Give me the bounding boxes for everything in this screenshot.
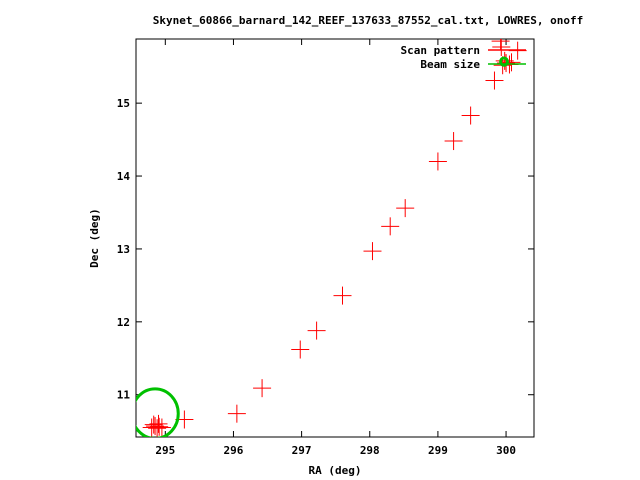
scan-point bbox=[152, 418, 171, 437]
x-tick-label: 295 bbox=[155, 444, 175, 457]
scan-point bbox=[444, 132, 463, 151]
chart-title: Skynet_60866_barnard_142_REEF_137633_875… bbox=[153, 14, 583, 27]
scan-point bbox=[150, 417, 169, 436]
scan-point bbox=[363, 242, 382, 261]
beam-circle bbox=[136, 387, 180, 437]
scan-point bbox=[144, 415, 163, 434]
y-tick-label: 13 bbox=[117, 243, 130, 256]
legend-label: Beam size bbox=[420, 58, 480, 71]
x-tick-label: 299 bbox=[428, 444, 448, 457]
x-axis-label: RA (deg) bbox=[309, 464, 362, 477]
scan-point bbox=[396, 199, 415, 218]
x-tick-label: 300 bbox=[496, 444, 516, 457]
scan-point bbox=[381, 217, 400, 236]
y-axis-label: Dec (deg) bbox=[88, 208, 101, 268]
scan-point bbox=[149, 414, 168, 433]
beam-circle bbox=[499, 56, 509, 67]
scan-point bbox=[148, 419, 167, 437]
y-tick-label: 15 bbox=[117, 97, 130, 110]
scan-point bbox=[146, 417, 165, 436]
scan-point bbox=[428, 152, 447, 171]
legend-label: Scan pattern bbox=[401, 44, 480, 57]
scan-point bbox=[227, 404, 246, 423]
plot-frame bbox=[135, 38, 535, 438]
scan-point bbox=[502, 53, 521, 72]
x-tick-label: 298 bbox=[360, 444, 380, 457]
y-tick-label: 14 bbox=[117, 170, 131, 183]
scan-point bbox=[307, 321, 326, 340]
y-tick-label: 12 bbox=[117, 316, 130, 329]
scan-point bbox=[253, 379, 272, 398]
scan-point bbox=[485, 71, 504, 90]
x-tick-label: 296 bbox=[224, 444, 244, 457]
scan-point bbox=[461, 106, 480, 125]
x-tick-label: 297 bbox=[292, 444, 312, 457]
scan-point bbox=[491, 39, 510, 51]
scan-point bbox=[291, 340, 310, 359]
scan-point bbox=[333, 286, 352, 305]
axis-ticks: 295 296 297 298 299 300 11 12 13 14 15 bbox=[117, 39, 534, 457]
data-marks bbox=[136, 39, 527, 437]
y-tick-label: 11 bbox=[117, 389, 131, 402]
scan-point bbox=[495, 51, 514, 70]
